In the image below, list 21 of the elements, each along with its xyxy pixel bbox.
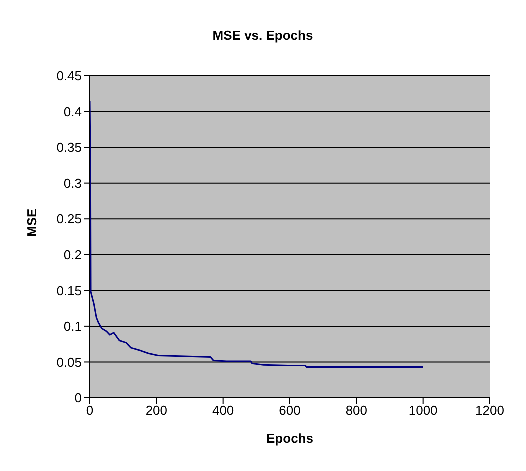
x-tick-label: 0 [86,403,94,418]
x-tick-label: 600 [279,403,301,418]
y-tick-label: 0.35 [56,140,82,156]
x-axis-title: Epochs [266,431,314,446]
x-tick-label: 200 [146,403,168,418]
y-tick-label: 0 [74,390,82,406]
x-tick-label: 1000 [408,403,438,418]
line-series [90,100,424,368]
y-tick-label: 0.1 [64,319,82,334]
chart-title: MSE vs. Epochs [212,28,314,43]
y-tick-label: 0.15 [56,283,82,298]
y-tick-label: 0.45 [56,68,82,84]
y-tick-label: 0.4 [64,104,82,120]
y-axis-title: MSE [24,208,40,237]
y-tick-label: 0.3 [64,176,82,191]
y-tick-label: 0.2 [64,248,82,263]
y-tick-label: 0.05 [56,354,82,370]
x-tick-label: 1200 [476,403,504,418]
x-tick-label: 800 [346,403,368,418]
x-tick-label: 400 [212,403,234,418]
y-tick-label: 0.25 [56,212,82,227]
